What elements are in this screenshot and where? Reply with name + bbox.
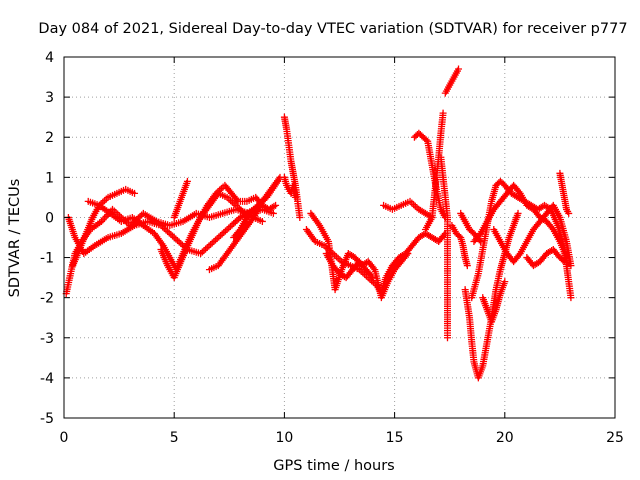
series-s20 — [461, 209, 522, 382]
plus-marker — [69, 185, 139, 270]
y-axis-label: SDTVAR / TECUs — [7, 179, 23, 298]
series-s17 — [437, 153, 451, 342]
x-tick-label: 10 — [275, 430, 293, 446]
plus-marker — [322, 250, 377, 282]
y-tick-label: -4 — [40, 371, 54, 387]
y-tick-label: -5 — [40, 411, 54, 427]
series-s23 — [490, 201, 575, 270]
series-s18 — [441, 65, 463, 97]
plus-marker — [441, 65, 463, 97]
plus-marker — [448, 221, 471, 270]
plus-marker — [556, 169, 573, 217]
series-s9 — [280, 113, 304, 221]
plus-marker — [170, 177, 191, 221]
series-s27 — [479, 278, 509, 326]
axis-ticks: -5 -4 -3 -2 -1 0 1 2 3 4 0 5 10 15 20 25 — [40, 50, 624, 446]
series-s12 — [307, 209, 412, 302]
x-axis-label: GPS time / hours — [273, 458, 394, 474]
y-tick-label: 0 — [45, 210, 54, 226]
series-s16 — [421, 109, 447, 233]
plus-marker — [280, 173, 299, 201]
x-tick-label: 15 — [386, 430, 404, 446]
series-s13 — [322, 250, 377, 282]
y-tick-label: 4 — [45, 50, 54, 66]
y-tick-label: 1 — [45, 170, 54, 186]
series-s14 — [380, 197, 436, 221]
data-markers — [62, 65, 575, 382]
x-tick-label: 5 — [170, 430, 179, 446]
series-s6 — [170, 177, 191, 221]
y-tick-label: -1 — [40, 251, 54, 267]
y-tick-label: -2 — [40, 291, 54, 307]
plus-marker — [514, 193, 575, 302]
series-s24 — [514, 193, 575, 302]
series-s3 — [69, 185, 139, 270]
chart-title: Day 084 of 2021, Sidereal Day-to-day VTE… — [38, 21, 627, 37]
series-s8 — [230, 201, 264, 241]
y-tick-label: 3 — [45, 90, 54, 106]
plus-marker — [457, 209, 485, 246]
plus-marker — [421, 109, 447, 233]
plus-marker — [523, 246, 568, 270]
series-s28 — [457, 209, 485, 246]
y-tick-label: -3 — [40, 331, 54, 347]
y-tick-label: 2 — [45, 130, 54, 146]
plus-marker — [437, 153, 451, 342]
series-s25 — [523, 246, 568, 270]
x-tick-label: 25 — [606, 430, 624, 446]
plus-marker — [461, 209, 522, 382]
x-tick-label: 0 — [60, 430, 69, 446]
plus-marker — [380, 197, 436, 221]
series-s10 — [280, 173, 299, 201]
x-tick-label: 20 — [496, 430, 514, 446]
plus-marker — [490, 201, 575, 270]
plot-frame — [63, 56, 616, 419]
plus-marker — [230, 201, 264, 241]
series-s26 — [556, 169, 573, 217]
series-s19 — [448, 221, 471, 270]
plus-marker — [280, 113, 304, 221]
plus-marker — [307, 209, 412, 302]
plus-marker — [479, 278, 509, 326]
